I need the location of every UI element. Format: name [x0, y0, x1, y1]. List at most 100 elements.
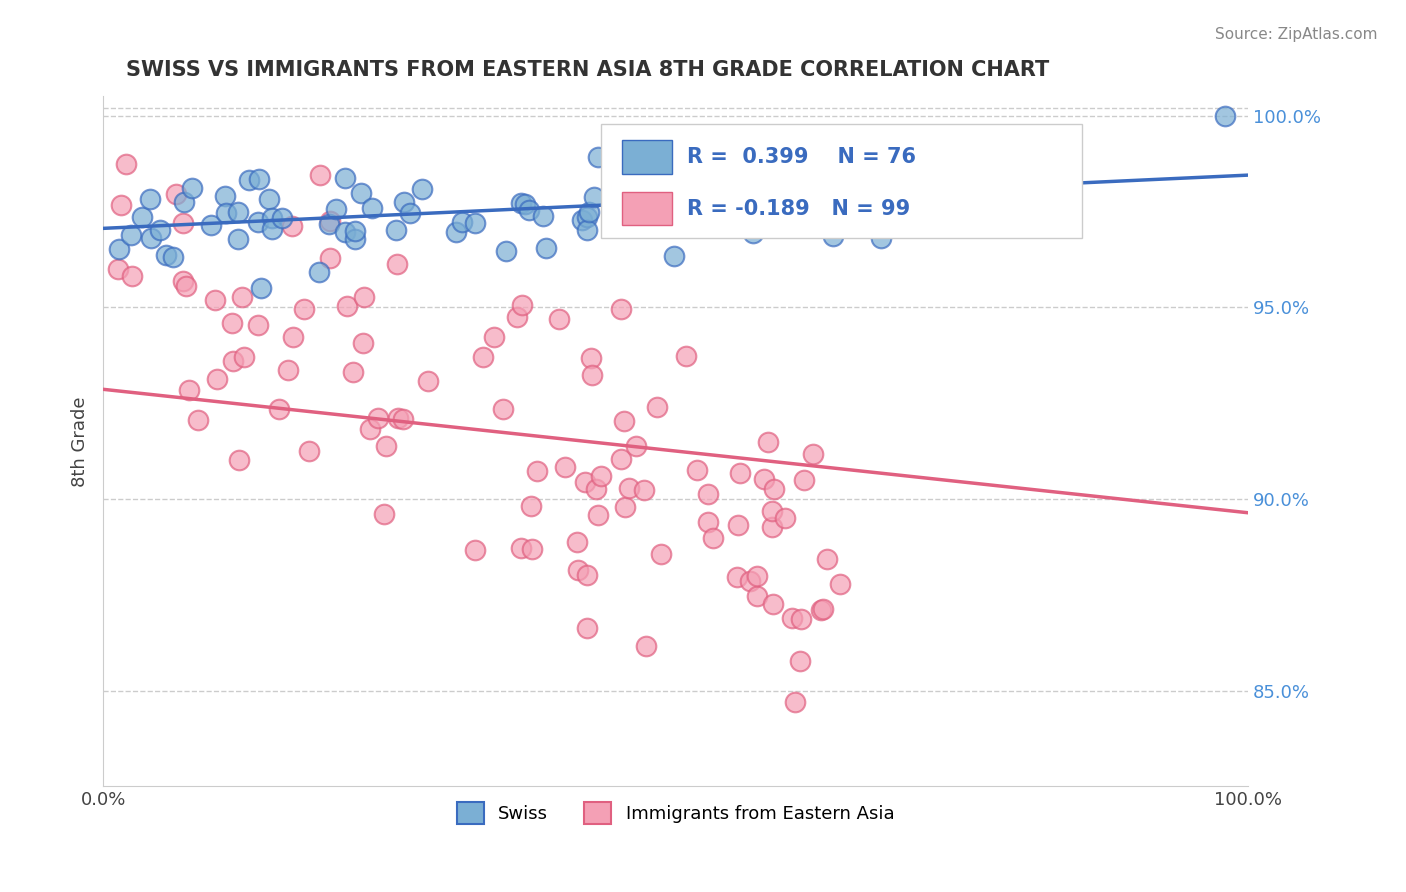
Immigrants from Eastern Asia — [793, 473, 815, 487]
Swiss — [571, 212, 593, 227]
Swiss — [1213, 109, 1236, 123]
Immigrants from Eastern Asia — [165, 186, 187, 201]
Immigrants from Eastern Asia — [309, 169, 332, 183]
Immigrants from Eastern Asia — [353, 290, 375, 304]
Immigrants from Eastern Asia — [696, 515, 718, 529]
Swiss — [444, 225, 467, 239]
Immigrants from Eastern Asia — [790, 612, 813, 626]
Swiss — [464, 216, 486, 230]
Swiss — [318, 218, 340, 232]
Immigrants from Eastern Asia — [756, 435, 779, 450]
Immigrants from Eastern Asia — [520, 500, 543, 514]
Immigrants from Eastern Asia — [727, 517, 749, 532]
Swiss — [108, 243, 131, 257]
Swiss — [215, 206, 238, 220]
Text: Source: ZipAtlas.com: Source: ZipAtlas.com — [1215, 27, 1378, 42]
Immigrants from Eastern Asia — [221, 316, 243, 330]
Swiss — [853, 217, 876, 231]
Immigrants from Eastern Asia — [828, 576, 851, 591]
Immigrants from Eastern Asia — [336, 300, 359, 314]
Immigrants from Eastern Asia — [567, 563, 589, 577]
Immigrants from Eastern Asia — [686, 463, 709, 477]
Immigrants from Eastern Asia — [613, 414, 636, 428]
Text: SWISS VS IMMIGRANTS FROM EASTERN ASIA 8TH GRADE CORRELATION CHART: SWISS VS IMMIGRANTS FROM EASTERN ASIA 8T… — [127, 60, 1049, 79]
Swiss — [120, 227, 142, 242]
Swiss — [350, 186, 373, 200]
Immigrants from Eastern Asia — [650, 547, 672, 561]
Immigrants from Eastern Asia — [762, 597, 785, 611]
Swiss — [173, 195, 195, 210]
Swiss — [155, 248, 177, 262]
Immigrants from Eastern Asia — [547, 311, 569, 326]
Swiss — [644, 191, 666, 205]
Immigrants from Eastern Asia — [810, 603, 832, 617]
Immigrants from Eastern Asia — [728, 466, 751, 480]
Swiss — [866, 186, 889, 201]
Swiss — [335, 225, 357, 239]
Immigrants from Eastern Asia — [522, 541, 544, 556]
Immigrants from Eastern Asia — [526, 464, 548, 478]
Immigrants from Eastern Asia — [367, 410, 389, 425]
Swiss — [1008, 147, 1031, 161]
Immigrants from Eastern Asia — [610, 451, 633, 466]
Immigrants from Eastern Asia — [418, 374, 440, 388]
Swiss — [249, 281, 271, 295]
Immigrants from Eastern Asia — [283, 330, 305, 344]
Immigrants from Eastern Asia — [391, 411, 413, 425]
Swiss — [139, 193, 162, 207]
Immigrants from Eastern Asia — [614, 500, 637, 514]
Swiss — [247, 215, 270, 229]
Legend: Swiss, Immigrants from Eastern Asia: Swiss, Immigrants from Eastern Asia — [447, 793, 904, 832]
Swiss — [141, 231, 163, 245]
Swiss — [180, 180, 202, 194]
Immigrants from Eastern Asia — [747, 569, 769, 583]
Swiss — [509, 195, 531, 210]
Immigrants from Eastern Asia — [626, 440, 648, 454]
Swiss — [576, 222, 599, 236]
Swiss — [578, 205, 600, 219]
Swiss — [831, 175, 853, 189]
Immigrants from Eastern Asia — [589, 469, 612, 483]
Immigrants from Eastern Asia — [318, 214, 340, 228]
Swiss — [742, 226, 765, 240]
Immigrants from Eastern Asia — [789, 654, 811, 668]
Swiss — [679, 197, 702, 211]
Swiss — [575, 211, 598, 225]
Immigrants from Eastern Asia — [233, 350, 256, 364]
Immigrants from Eastern Asia — [222, 354, 245, 368]
Immigrants from Eastern Asia — [636, 639, 658, 653]
Immigrants from Eastern Asia — [783, 695, 806, 709]
Immigrants from Eastern Asia — [586, 508, 609, 523]
Immigrants from Eastern Asia — [574, 475, 596, 489]
Immigrants from Eastern Asia — [387, 411, 409, 425]
Swiss — [399, 205, 422, 219]
Immigrants from Eastern Asia — [373, 507, 395, 521]
Swiss — [392, 194, 415, 209]
Immigrants from Eastern Asia — [246, 318, 269, 332]
Swiss — [883, 186, 905, 201]
Immigrants from Eastern Asia — [484, 330, 506, 344]
Immigrants from Eastern Asia — [121, 269, 143, 284]
Swiss — [1042, 128, 1064, 142]
Swiss — [855, 205, 877, 219]
Swiss — [131, 210, 153, 224]
Immigrants from Eastern Asia — [298, 444, 321, 458]
Immigrants from Eastern Asia — [512, 298, 534, 312]
Immigrants from Eastern Asia — [172, 216, 194, 230]
Immigrants from Eastern Asia — [115, 156, 138, 170]
Immigrants from Eastern Asia — [815, 552, 838, 566]
Swiss — [517, 203, 540, 218]
Swiss — [716, 201, 738, 215]
Immigrants from Eastern Asia — [675, 349, 697, 363]
Swiss — [845, 131, 868, 145]
Immigrants from Eastern Asia — [773, 511, 796, 525]
Swiss — [586, 150, 609, 164]
Swiss — [344, 224, 367, 238]
Swiss — [149, 223, 172, 237]
Swiss — [810, 154, 832, 169]
Immigrants from Eastern Asia — [579, 351, 602, 365]
Swiss — [737, 195, 759, 210]
Immigrants from Eastern Asia — [187, 413, 209, 427]
Immigrants from Eastern Asia — [510, 541, 533, 555]
Immigrants from Eastern Asia — [619, 481, 641, 495]
